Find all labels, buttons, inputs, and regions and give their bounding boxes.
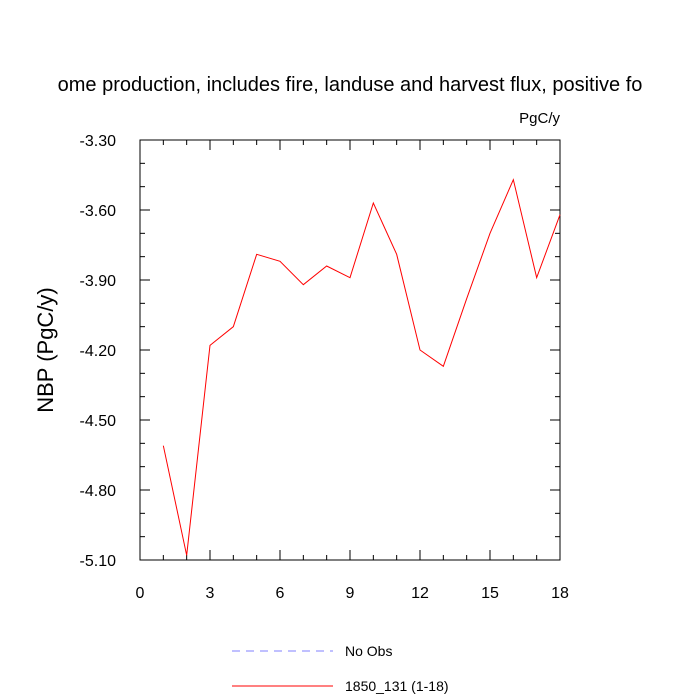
plot-area: 0 3 6 9 12 15 18 -3.30 -3.60 -3.90 -4.20 -4.50 -4.80… xyxy=(80,133,569,602)
y-tick-label: -5.10 xyxy=(80,553,117,570)
units-label: PgC/y xyxy=(519,110,560,127)
plot-frame xyxy=(139,139,561,561)
x-tick-label: 3 xyxy=(206,585,215,602)
x-tick-label: 18 xyxy=(551,585,569,602)
x-tick-label: 12 xyxy=(411,585,429,602)
legend-label: 1850_131 (1-18) xyxy=(345,678,449,694)
y-tick-label: -4.50 xyxy=(80,413,117,430)
legend-label: No Obs xyxy=(345,643,392,659)
y-tick-label: -3.30 xyxy=(80,133,117,150)
y-tick-label: -4.20 xyxy=(80,343,117,360)
x-tick-label: 0 xyxy=(136,585,145,602)
series-line xyxy=(162,178,561,556)
y-axis-label: NBP (PgC/y) xyxy=(33,287,58,413)
x-tick-label: 15 xyxy=(481,585,499,602)
y-tick-label: -3.60 xyxy=(80,203,117,220)
y-tick-label: -4.80 xyxy=(80,483,117,500)
y-tick-label: -3.90 xyxy=(80,273,117,290)
x-tick-label: 9 xyxy=(346,585,355,602)
chart-title: ome production, includes fire, landuse a… xyxy=(58,74,643,96)
x-tick-label: 6 xyxy=(276,585,285,602)
legend: No Obs 1850_131 (1-18) xyxy=(232,643,449,694)
